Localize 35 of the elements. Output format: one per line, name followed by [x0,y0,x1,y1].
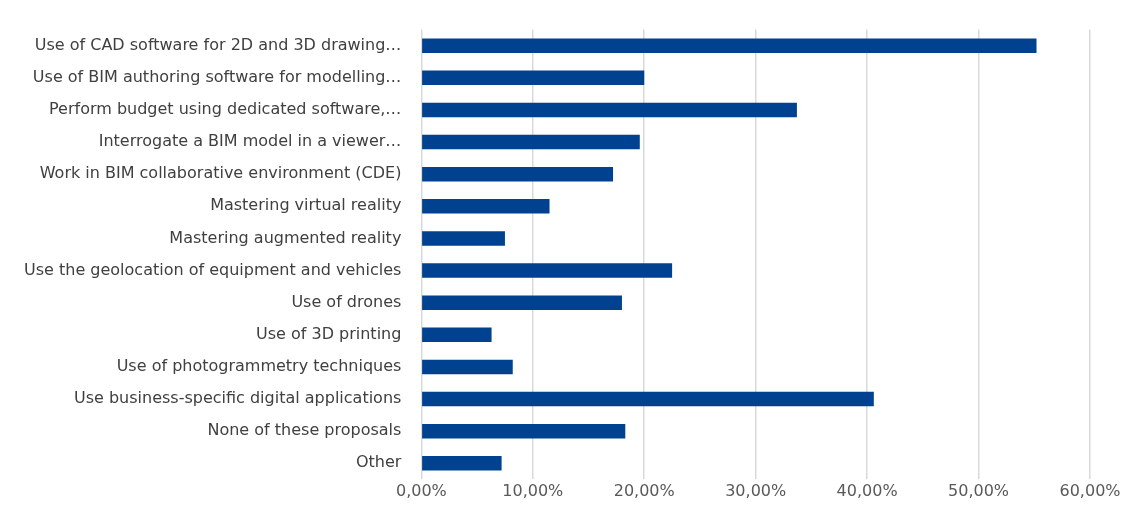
bar [422,70,645,86]
bar [422,391,874,407]
y-tick-label: Perform budget using dedicated software,… [48,99,402,119]
y-tick-label: Use business-specific digital applications [73,388,402,408]
x-tick-label: 0,00% [395,481,447,501]
bar [422,423,626,439]
y-tick-label: Mastering augmented reality [169,227,402,247]
bar [422,263,673,278]
y-tick-label: None of these proposals [207,420,402,440]
bar [422,359,513,375]
y-tick-label: Work in BIM collaborative environment (CDE) [39,163,402,183]
bar [422,295,622,310]
y-tick-label: Use of drones [291,291,402,311]
y-tick-label: Use of 3D printing [255,323,402,343]
bar [422,134,640,150]
y-tick-label: Mastering virtual reality [210,195,402,215]
bar [422,327,492,343]
x-tick-label: 40,00% [836,481,898,501]
bar [422,102,797,118]
x-tick-label: 60,00% [1059,481,1121,501]
x-tick-label: 50,00% [948,481,1010,501]
bar [422,166,614,182]
y-tick-label: Use the geolocation of equipment and vehicles [23,259,402,279]
bar [422,38,1037,53]
y-tick-label: Use of photogrammetry techniques [116,356,402,376]
bar [422,199,550,214]
x-tick-label: 20,00% [613,481,675,501]
x-tick-label: 30,00% [725,481,787,501]
y-tick-label: Interrogate a BIM model in a viewer… [98,131,402,151]
y-tick-label: Use of CAD software for 2D and 3D drawing… [34,34,402,54]
bar [422,456,502,471]
x-tick-label: 10,00% [502,481,564,501]
y-tick-label: Use of BIM authoring software for modelling… [32,66,402,86]
bar [422,231,505,246]
y-tick-label: Other [355,452,402,472]
